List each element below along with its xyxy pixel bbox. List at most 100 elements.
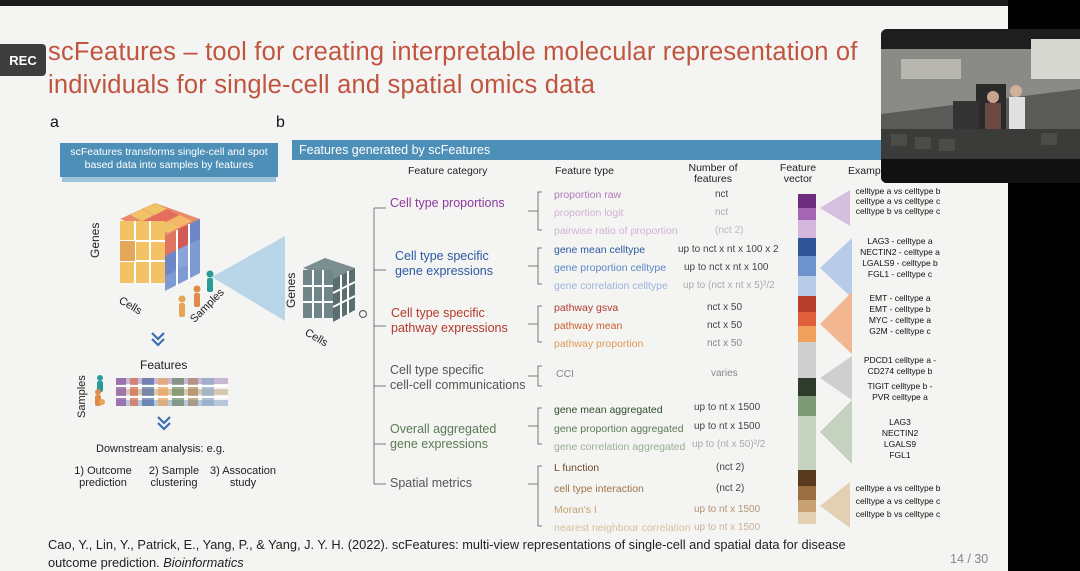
chevron-down-icon (151, 332, 165, 347)
feature-count: nct (715, 207, 729, 218)
panel-a-banner-shadow (62, 177, 276, 182)
panel-b-banner: Features generated by scFeatures (292, 140, 1008, 160)
header-vector-line1: Feature (779, 162, 817, 174)
feature-count: (nct 2) (715, 225, 744, 236)
header-feature-type: Feature type (555, 165, 614, 177)
grey-cube-genes-label: Genes (284, 272, 298, 308)
cube-illustration (120, 203, 285, 347)
feature-type: proportion raw (554, 189, 622, 201)
category-line: gene expressions (390, 437, 488, 451)
slide-title-line1: scFeatures – tool for creating interpret… (48, 38, 858, 66)
header-examples: Examp (848, 165, 881, 177)
grey-cube-illustration (303, 258, 368, 322)
example-line: LGALS9 - celltype b (862, 258, 938, 268)
matrix-samples-label: Samples (76, 375, 88, 418)
example-line: LAG3 (889, 417, 911, 427)
example-line: TIGIT celltype b - (867, 381, 933, 391)
category-line: gene expressions (395, 264, 493, 278)
header-feature-vector: Feature vector (774, 163, 822, 185)
cube-side (165, 219, 200, 291)
feature-type: nearest neighbour correlation (554, 522, 691, 534)
example-line: EMT - celltype a (869, 293, 931, 303)
example-line: NECTIN2 (881, 428, 919, 438)
feature-count: (nct 2) (716, 483, 745, 494)
panel-b-letter: b (276, 114, 285, 131)
category-line: Cell type specific (395, 249, 489, 263)
example-group-cci: PDCD1 celltype a - CD274 celltype b TIGI… (852, 355, 948, 403)
example-line: LGALS9 (883, 439, 917, 449)
feature-count: up to (nct x nt x 5)²/2 (683, 280, 775, 291)
example-line: EMT - celltype b (869, 304, 931, 314)
example-line: FGL1 - celltype c (867, 269, 933, 279)
feature-count: up to nt x 1500 (694, 522, 761, 533)
feature-count: up to nt x 1500 (694, 504, 761, 515)
example-group-pathway: EMT - celltype a EMT - celltype b MYC - … (852, 293, 948, 337)
tree-connector-lines (373, 191, 542, 527)
feature-count: up to nct x nt x 100 (684, 262, 769, 273)
citation: Cao, Y., Lin, Y., Patrick, E., Yang, P.,… (48, 536, 928, 571)
example-line: celltype a vs celltype b (855, 186, 941, 196)
example-line: PDCD1 celltype a - (863, 355, 937, 365)
category-line: Cell type specific (391, 306, 485, 320)
chevron-down-icon (157, 416, 171, 431)
header-number-line1: Number of (688, 162, 738, 174)
example-group-proportions: celltype a vs celltype b celltype a vs c… (850, 186, 946, 216)
example-line: NECTIN2 - celltype a (860, 247, 940, 257)
example-line: celltype a vs celltype c (855, 496, 941, 506)
feature-type: Moran's I (554, 504, 597, 516)
feature-type: pathway gsva (554, 302, 619, 314)
downstream-item-line: 2) Sample (148, 465, 200, 477)
example-group-gene-expressions: LAG3 - celltype a NECTIN2 - celltype a L… (852, 236, 948, 280)
slide-title: scFeatures – tool for creating interpret… (48, 36, 888, 102)
feature-count: up to nt x 1500 (694, 402, 761, 413)
citation-line2-text: outcome prediction. (48, 555, 164, 570)
feature-count: nct x 50 (707, 338, 743, 349)
downstream-item-line: clustering (150, 477, 198, 489)
feature-type: gene mean celltype (554, 244, 646, 256)
example-group-spatial: celltype a vs celltype b celltype a vs c… (850, 482, 946, 521)
feature-type: proportion logit (554, 207, 624, 219)
example-line: celltype a vs celltype b (855, 483, 941, 493)
example-line: PVR celltype a (872, 392, 928, 402)
feature-type: gene proportion celltype (554, 262, 667, 274)
feature-type: CCI (556, 368, 575, 380)
feature-type: L function (554, 462, 600, 474)
webcam-video[interactable] (881, 29, 1080, 183)
feature-count: varies (711, 368, 738, 379)
citation-line1: Cao, Y., Lin, Y., Patrick, E., Yang, P.,… (48, 537, 846, 552)
category-line: Overall aggregated (390, 422, 497, 436)
header-feature-category: Feature category (408, 165, 488, 177)
downstream-item-association: 3) Assocation study (206, 465, 280, 489)
category-pathway-expressions: Cell type specific pathway expressions (391, 306, 508, 336)
category-line: cell-cell communications (390, 378, 526, 392)
feature-count: (nct 2) (716, 462, 745, 473)
feature-count: up to nct x nt x 100 x 2 (678, 244, 779, 255)
rec-badge[interactable]: REC (0, 44, 46, 76)
category-line: pathway expressions (391, 321, 508, 335)
cube-genes-label: Genes (88, 222, 102, 258)
feature-vector-bar (798, 194, 816, 524)
panel-a-letter: a (50, 114, 59, 131)
downstream-item-clustering: 2) Sample clustering (138, 465, 210, 489)
category-aggregated-gene-expressions: Overall aggregated gene expressions (390, 422, 496, 452)
header-number-of-features: Number of features (682, 163, 744, 185)
example-line: FGL1 (889, 450, 911, 460)
feature-count: nct (715, 189, 729, 200)
example-line: celltype b vs celltype c (855, 206, 941, 216)
panel-a-banner: scFeatures transforms single-cell and sp… (60, 143, 278, 177)
category-cell-type-proportions: Cell type proportions (390, 196, 505, 210)
feature-type: pathway mean (554, 320, 623, 332)
feature-type: gene correlation aggregated (554, 441, 686, 453)
feature-count: up to (nt x 50)²/2 (692, 439, 766, 450)
category-cell-communications: Cell type specific cell-cell communicati… (390, 363, 525, 393)
header-number-line2: features (694, 173, 732, 185)
webcam-video-frame (881, 29, 1080, 183)
panel-a-banner-line1: scFeatures transforms single-cell and sp… (70, 146, 268, 158)
feature-type: gene mean aggregated (554, 404, 663, 416)
downstream-item-line: study (229, 477, 257, 489)
presentation-slide: scFeatures – tool for creating interpret… (0, 6, 1008, 571)
feature-matrix (95, 375, 228, 406)
downstream-title: Downstream analysis: e.g. (96, 443, 225, 455)
example-line: CD274 celltype b (867, 366, 933, 376)
feature-count: nct x 50 (707, 320, 743, 331)
